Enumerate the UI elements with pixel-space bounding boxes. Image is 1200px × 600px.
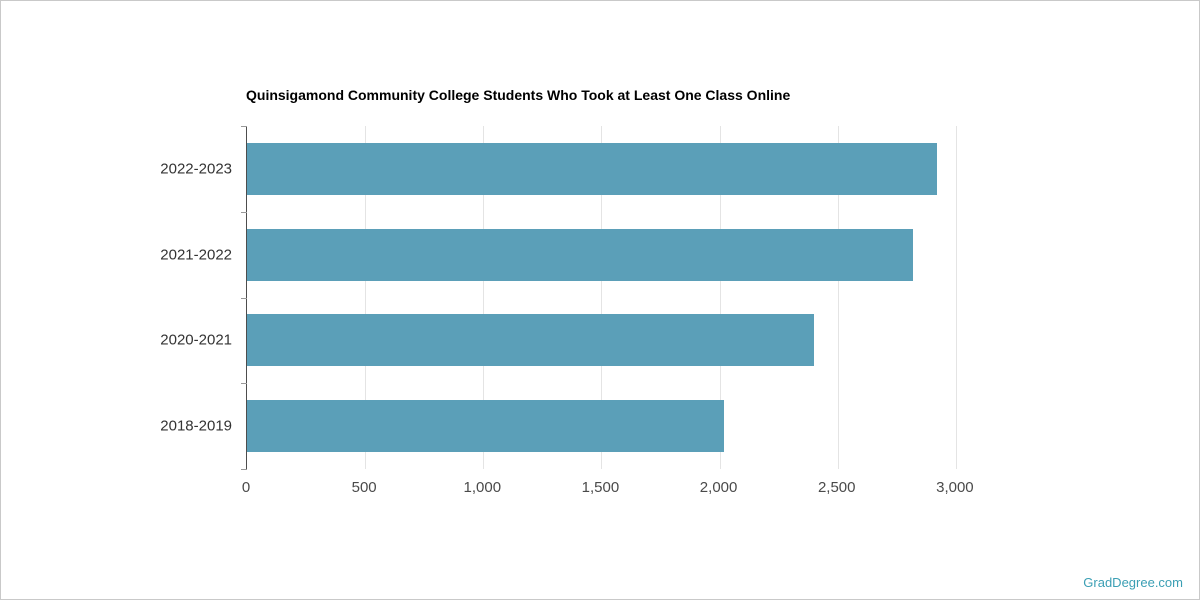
chart-title: Quinsigamond Community College Students … — [246, 87, 791, 103]
bar — [247, 228, 914, 281]
x-axis: 0 500 1,000 1,500 2,000 2,500 3,000 — [242, 479, 1151, 501]
gridline — [837, 126, 839, 469]
gridline — [365, 126, 367, 469]
watermark-link[interactable]: GradDegree.com — [1083, 575, 1183, 590]
bar-row: 2018-2019 — [160, 383, 1152, 469]
gridline — [719, 126, 721, 469]
y-axis-tick — [241, 211, 247, 213]
bar-row: 2020-2021 — [160, 298, 1152, 384]
x-tick-label: 0 — [241, 479, 251, 496]
bar-rows: 2022-2023 2021-2022 2020-2021 2018-2019 — [160, 126, 1152, 469]
y-axis-tick — [241, 126, 247, 127]
gridline — [601, 126, 603, 469]
category-label: 2020-2021 — [160, 331, 232, 349]
plot-area: 2022-2023 2021-2022 2020-2021 2018-2019 — [160, 126, 1152, 470]
x-tick-label: 2,000 — [699, 479, 738, 496]
x-tick-label: 2,500 — [817, 479, 856, 496]
bar-row: 2021-2022 — [160, 212, 1152, 298]
x-tick-label: 1,000 — [463, 479, 502, 496]
x-tick-label: 500 — [351, 479, 377, 496]
bar — [247, 142, 937, 195]
category-label: 2021-2022 — [160, 246, 232, 264]
bar — [247, 314, 815, 367]
category-label: 2022-2023 — [160, 160, 232, 178]
bar — [247, 400, 725, 453]
gridline — [955, 126, 957, 469]
x-tick-label: 1,500 — [581, 479, 620, 496]
category-label: 2018-2019 — [160, 417, 232, 435]
y-axis-tick — [241, 383, 247, 385]
x-tick-label: 3,000 — [936, 479, 974, 496]
y-axis-tick — [241, 297, 247, 299]
gridline — [483, 126, 485, 469]
bar-row: 2022-2023 — [160, 126, 1152, 212]
y-axis-tick — [241, 469, 247, 470]
